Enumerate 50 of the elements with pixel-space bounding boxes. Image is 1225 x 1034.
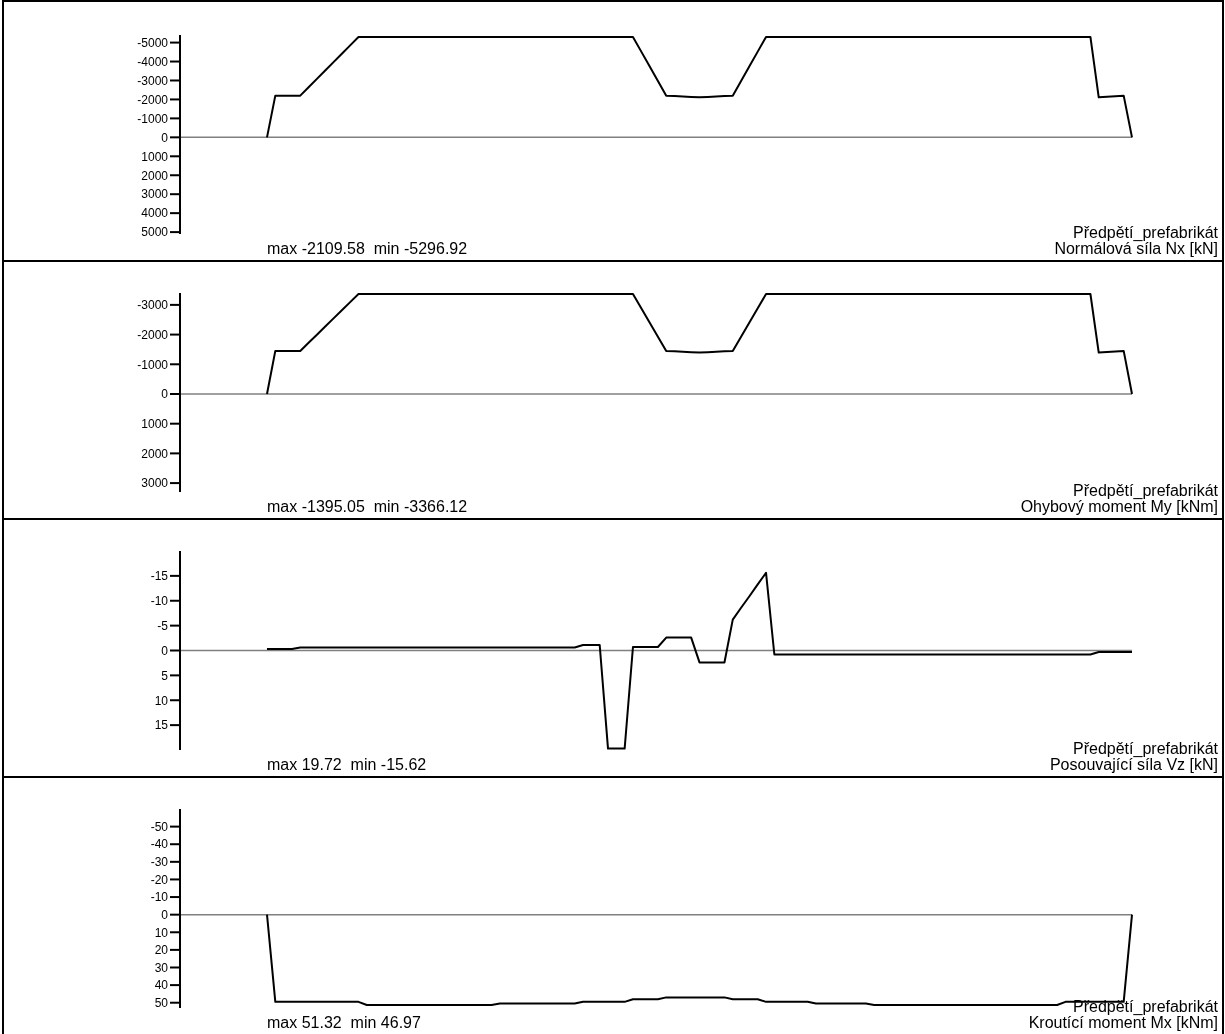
y-tick-label: 2000 — [141, 446, 169, 461]
text: max 51.32 min 46.97 — [267, 1014, 421, 1032]
y-tick-label: 0 — [161, 387, 169, 402]
text: Předpětí_prefabrikát — [1073, 482, 1218, 500]
text: Předpětí_prefabrikát — [1073, 740, 1218, 758]
y-tick-label: 4000 — [141, 206, 169, 221]
y-tick-label: 10 — [154, 693, 169, 708]
y-tick-label: -10 — [150, 594, 169, 609]
y-tick-label: 15 — [154, 718, 169, 733]
y-tick-label: -5000 — [137, 35, 169, 50]
y-tick-label: 40 — [154, 978, 169, 993]
y-tick-label: -4000 — [137, 54, 169, 69]
y-tick-label: -5 — [157, 618, 169, 633]
y-tick-label: 20 — [154, 943, 169, 958]
y-tick-label: 5000 — [141, 225, 169, 240]
y-tick-label: 0 — [161, 643, 169, 658]
y-tick-label: -3000 — [137, 73, 169, 88]
line-series — [266, 35, 1133, 139]
y-tick-label: -50 — [150, 819, 169, 834]
line-series — [266, 293, 1133, 395]
text: Předpětí_prefabrikát — [1073, 224, 1218, 242]
text: max 19.72 min -15.62 — [267, 756, 427, 774]
y-tick-label: -30 — [150, 855, 169, 870]
y-tick-label: 3000 — [141, 187, 169, 202]
y-tick-label: -1000 — [137, 357, 169, 372]
y-tick-label: -2000 — [137, 92, 169, 107]
y-tick-label: 50 — [154, 995, 169, 1010]
text: max -2109.58 min -5296.92 — [267, 240, 468, 258]
y-tick-label: 5 — [161, 668, 169, 683]
y-tick-label: -1000 — [137, 111, 169, 126]
text: max -1395.05 min -3366.12 — [267, 498, 468, 516]
text: Kroutící moment Mx [kNm] — [1028, 1014, 1218, 1032]
y-tick-label: 1000 — [141, 149, 169, 164]
y-tick-label: -2000 — [137, 327, 169, 342]
y-tick-label: 30 — [154, 960, 169, 975]
y-tick-label: -3000 — [137, 298, 169, 313]
y-tick-label: 1000 — [141, 416, 169, 431]
y-tick-label: -40 — [150, 837, 169, 852]
text: Normálová síla Nx [kN] — [1054, 240, 1218, 258]
y-tick-label: -15 — [150, 569, 169, 584]
text: Předpětí_prefabrikát — [1073, 998, 1218, 1016]
y-tick-label: -20 — [150, 872, 169, 887]
y-tick-label: 3000 — [141, 476, 169, 491]
y-tick-label: 2000 — [141, 168, 169, 183]
text: Ohybový moment My [kNm] — [1020, 498, 1218, 516]
text: Posouvající síla Vz [kN] — [1049, 756, 1218, 774]
y-tick-label: 0 — [161, 130, 169, 145]
y-tick-label: 0 — [161, 907, 169, 922]
y-tick-label: -10 — [150, 890, 169, 905]
y-tick-label: 10 — [154, 925, 169, 940]
